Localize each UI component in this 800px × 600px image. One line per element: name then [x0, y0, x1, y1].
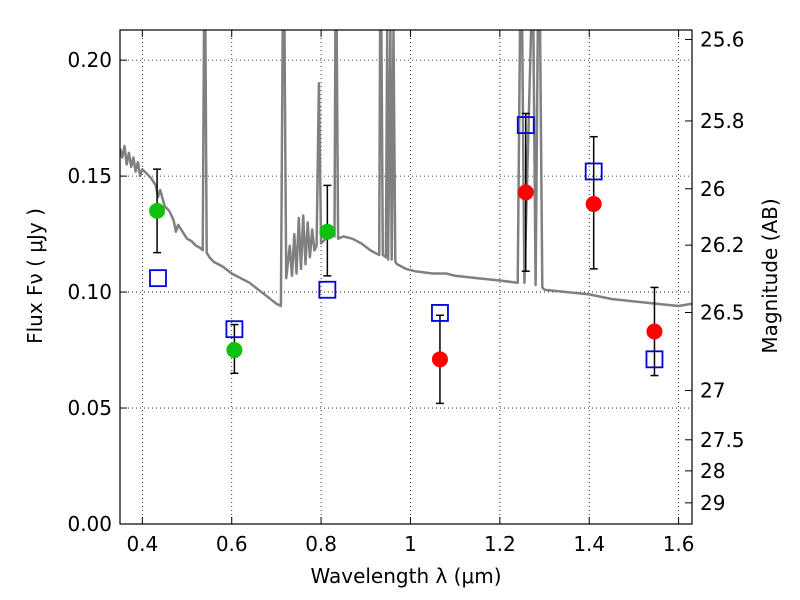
- spectrum-layer: [120, 30, 692, 308]
- y2-tick-label: 27.5: [700, 428, 745, 452]
- model-bandpass-point: [584, 162, 603, 181]
- y2-tick-label: 26.2: [700, 233, 745, 257]
- y2-tick-label: 26.5: [700, 300, 745, 324]
- tick-label-layer: 0.4 0.6 0.8 1 1.2 1.4 1.6 0.00 0.05 0.10 0.15 0.20 2…: [67, 27, 744, 556]
- spectrum-line: [120, 30, 692, 308]
- y2-tick-label: 29: [700, 491, 725, 515]
- y2-tick-label: 27: [700, 379, 725, 403]
- y-tick-label: 0.00: [67, 512, 112, 536]
- model-bandpass-point: [431, 304, 449, 322]
- y-tick-label: 0.05: [67, 396, 112, 420]
- x-tick-label: 1.4: [573, 532, 605, 556]
- x-tick-label: 0.6: [216, 532, 248, 556]
- marker-layer: [149, 116, 664, 369]
- x-tick-label: 1: [404, 532, 417, 556]
- tick-layer: [120, 30, 692, 525]
- x-axis-title: Wavelength λ (μm): [310, 564, 501, 588]
- observed-green-point: [319, 223, 336, 240]
- y2-tick-label: 25.8: [700, 109, 745, 133]
- observed-red-point: [585, 195, 602, 212]
- model-bandpass-point: [645, 350, 664, 369]
- observed-green-point: [149, 202, 166, 219]
- y-tick-label: 0.15: [67, 164, 112, 188]
- y2-axis-title: Magnitude (AB): [758, 198, 782, 353]
- observed-red-point: [517, 184, 534, 201]
- x-tick-label: 1.2: [484, 532, 516, 556]
- x-tick-label: 0.4: [126, 532, 158, 556]
- plot-frame: [119, 29, 693, 525]
- model-bandpass-point: [318, 280, 337, 299]
- y2-tick-label: 25.6: [700, 27, 745, 51]
- x-tick-label: 1.6: [663, 532, 695, 556]
- observed-red-point: [431, 351, 448, 368]
- errorbar-layer: [153, 112, 659, 405]
- model-bandpass-point: [149, 269, 167, 288]
- y2-tick-label: 26: [700, 177, 725, 201]
- y-tick-label: 0.10: [67, 280, 112, 304]
- x-tick-label: 0.8: [305, 532, 337, 556]
- y-tick-label: 0.20: [67, 48, 112, 72]
- y-axis-title: Flux Fν ( μJy ): [23, 208, 47, 344]
- y2-tick-label: 28: [700, 459, 725, 483]
- model-bandpass-point: [225, 320, 244, 339]
- observed-green-point: [226, 342, 243, 359]
- observed-red-point: [646, 323, 663, 340]
- grid-layer: [120, 30, 692, 524]
- model-bandpass-point: [516, 116, 535, 134]
